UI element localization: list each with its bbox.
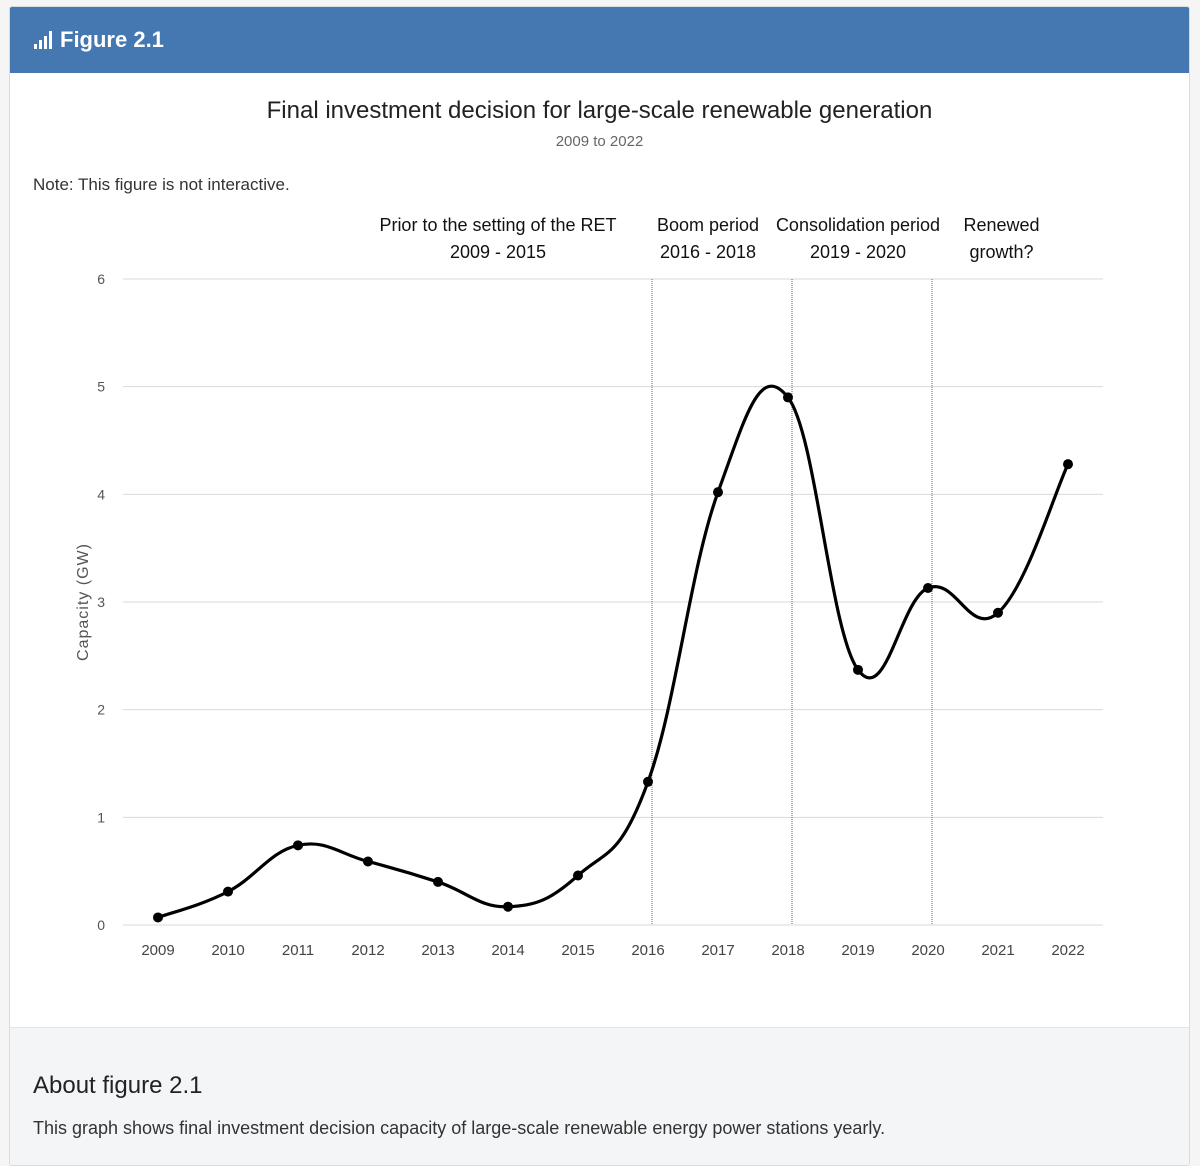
data-point [363, 856, 373, 867]
x-tick-label: 2011 [282, 942, 314, 959]
data-point [1063, 459, 1073, 470]
figure-header: Figure 2.1 [10, 7, 1189, 73]
chart-area: Final investment decision for large-scal… [10, 73, 1189, 1028]
period-label: Consolidation period [776, 215, 940, 235]
period-label: Renewed [963, 215, 1039, 235]
y-tick-label: 4 [97, 486, 105, 502]
data-point [713, 487, 723, 498]
x-tick-label: 2022 [1051, 942, 1084, 959]
data-point [153, 912, 163, 923]
chart-title: Final investment decision for large-scal… [266, 97, 933, 124]
x-tick-label: 2014 [491, 942, 524, 959]
x-tick-label: 2016 [631, 942, 664, 959]
period-label: 2016 - 2018 [660, 242, 756, 262]
about-section: About figure 2.1 This graph shows final … [10, 1027, 1189, 1165]
y-tick-label: 5 [97, 379, 105, 395]
data-point [573, 870, 583, 881]
x-tick-label: 2017 [701, 942, 734, 959]
x-tick-label: 2009 [141, 942, 174, 959]
x-tick-label: 2015 [561, 942, 594, 959]
period-label: Boom period [657, 215, 759, 235]
x-tick-label: 2013 [421, 942, 454, 959]
period-label: Prior to the setting of the RET [379, 215, 616, 235]
data-point [853, 664, 863, 675]
about-heading: About figure 2.1 [33, 1072, 203, 1099]
line-chart: 0 1 2 3 4 5 6 2009 2010 2011 2012 2013 2014 2015 2016 2… [75, 215, 1103, 959]
period-label: 2009 - 2015 [450, 242, 546, 262]
x-tick-label: 2010 [211, 942, 244, 959]
x-tick-label: 2012 [351, 942, 384, 959]
data-point [433, 876, 443, 887]
y-tick-label: 1 [97, 809, 105, 825]
y-axis-label: Capacity (GW) [75, 543, 92, 661]
data-point [643, 776, 653, 787]
x-tick-label: 2018 [771, 942, 804, 959]
data-point [223, 886, 233, 897]
data-point [923, 583, 933, 594]
data-point [783, 392, 793, 403]
period-label: growth? [969, 242, 1033, 262]
bar-chart-icon [34, 31, 52, 49]
chart-note: Note: This figure is not interactive. [33, 175, 290, 194]
y-tick-label: 2 [97, 702, 105, 718]
x-tick-label: 2020 [911, 942, 944, 959]
y-tick-label: 6 [97, 271, 105, 287]
figure-card: Figure 2.1 Final investment decision for… [9, 6, 1190, 1166]
data-point [293, 840, 303, 851]
y-tick-label: 0 [97, 917, 105, 933]
y-tick-label: 3 [97, 594, 105, 610]
period-label: 2019 - 2020 [810, 242, 906, 262]
data-point [993, 607, 1003, 618]
x-tick-label: 2021 [981, 942, 1014, 959]
figure-title: Figure 2.1 [60, 27, 164, 52]
x-tick-label: 2019 [841, 942, 874, 959]
about-text: This graph shows final investment decisi… [33, 1118, 886, 1138]
chart-subtitle: 2009 to 2022 [555, 133, 644, 150]
data-point [503, 901, 513, 912]
